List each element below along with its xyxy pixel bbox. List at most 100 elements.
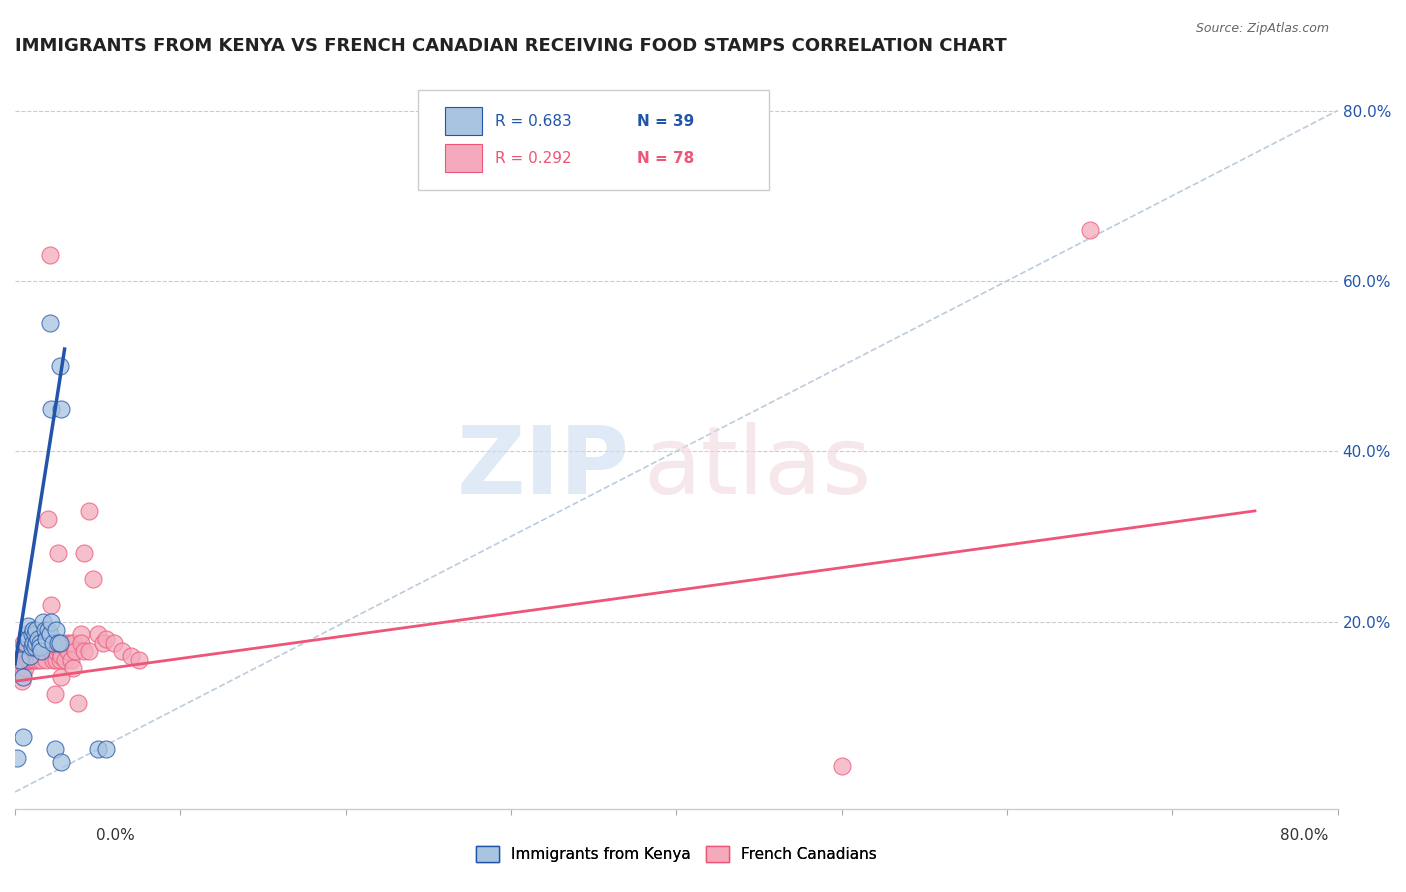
Point: [32, 644, 55, 658]
Point: [7, 661, 30, 675]
Point: [120, 648, 142, 663]
Point: [79, 504, 101, 518]
Point: [51, 755, 73, 769]
Point: [13, 730, 35, 744]
Text: IMMIGRANTS FROM KENYA VS FRENCH CANADIAN RECEIVING FOOD STAMPS CORRELATION CHART: IMMIGRANTS FROM KENYA VS FRENCH CANADIAN…: [15, 37, 1007, 55]
Point: [42, 653, 65, 667]
Point: [28, 636, 51, 650]
Point: [73, 644, 96, 658]
Point: [38, 627, 60, 641]
Point: [66, 696, 89, 710]
Point: [60, 653, 83, 667]
Point: [34, 640, 56, 655]
Point: [15, 640, 38, 655]
Point: [38, 248, 60, 262]
Point: [46, 636, 69, 650]
Point: [20, 640, 42, 655]
Point: [20, 648, 42, 663]
Point: [25, 640, 48, 655]
Point: [30, 644, 52, 658]
Point: [82, 572, 104, 586]
Point: [48, 653, 70, 667]
Point: [51, 670, 73, 684]
Point: [58, 636, 80, 650]
Point: [44, 742, 66, 756]
Point: [20, 627, 42, 641]
Point: [18, 653, 41, 667]
Text: 80.0%: 80.0%: [1281, 828, 1329, 843]
Point: [86, 627, 108, 641]
Point: [13, 636, 35, 650]
Point: [28, 636, 51, 650]
Point: [8, 653, 31, 667]
Point: [128, 653, 150, 667]
Point: [63, 644, 86, 658]
Point: [53, 640, 76, 655]
Point: [1078, 223, 1101, 237]
Point: [51, 401, 73, 416]
Point: [30, 653, 52, 667]
Point: [45, 644, 67, 658]
Point: [103, 636, 125, 650]
Point: [27, 632, 49, 646]
Point: [10, 674, 32, 689]
Point: [13, 665, 35, 680]
Point: [62, 661, 84, 675]
Point: [79, 644, 101, 658]
FancyBboxPatch shape: [444, 107, 482, 135]
Text: R = 0.683: R = 0.683: [495, 114, 572, 128]
Point: [24, 627, 46, 641]
Point: [38, 644, 60, 658]
Point: [17, 653, 39, 667]
Point: [18, 648, 41, 663]
Point: [46, 546, 69, 560]
Text: Source: ZipAtlas.com: Source: ZipAtlas.com: [1195, 22, 1329, 36]
Point: [41, 598, 63, 612]
Point: [37, 623, 59, 637]
Point: [22, 644, 45, 658]
Legend: Immigrants from Kenya, French Canadians: Immigrants from Kenya, French Canadians: [470, 840, 883, 868]
Point: [41, 401, 63, 416]
Point: [6, 751, 28, 765]
Point: [22, 653, 45, 667]
Point: [17, 632, 39, 646]
Point: [45, 653, 67, 667]
Text: 0.0%: 0.0%: [96, 828, 135, 843]
Point: [48, 359, 70, 373]
Point: [35, 632, 58, 646]
Text: N = 39: N = 39: [637, 114, 695, 128]
Point: [38, 317, 60, 331]
Point: [24, 640, 46, 655]
Point: [37, 636, 59, 650]
Point: [41, 644, 63, 658]
Point: [27, 627, 49, 641]
Point: [28, 640, 51, 655]
Point: [53, 653, 76, 667]
Point: [35, 653, 58, 667]
Point: [44, 687, 66, 701]
Point: [17, 619, 39, 633]
Point: [15, 627, 38, 641]
Text: ZIP: ZIP: [457, 422, 630, 514]
Point: [15, 653, 38, 667]
Point: [22, 636, 45, 650]
Point: [42, 636, 65, 650]
Point: [56, 644, 79, 658]
Point: [34, 623, 56, 637]
FancyBboxPatch shape: [419, 90, 769, 190]
Point: [70, 636, 93, 650]
Point: [14, 636, 37, 650]
Point: [17, 644, 39, 658]
Point: [27, 653, 49, 667]
Point: [32, 615, 55, 629]
Point: [86, 742, 108, 756]
Point: [831, 759, 853, 773]
Point: [18, 636, 41, 650]
Point: [70, 627, 93, 641]
Point: [48, 636, 70, 650]
FancyBboxPatch shape: [444, 145, 482, 172]
Point: [22, 623, 45, 637]
Point: [42, 636, 65, 650]
Text: atlas: atlas: [644, 422, 872, 514]
Point: [55, 636, 77, 650]
